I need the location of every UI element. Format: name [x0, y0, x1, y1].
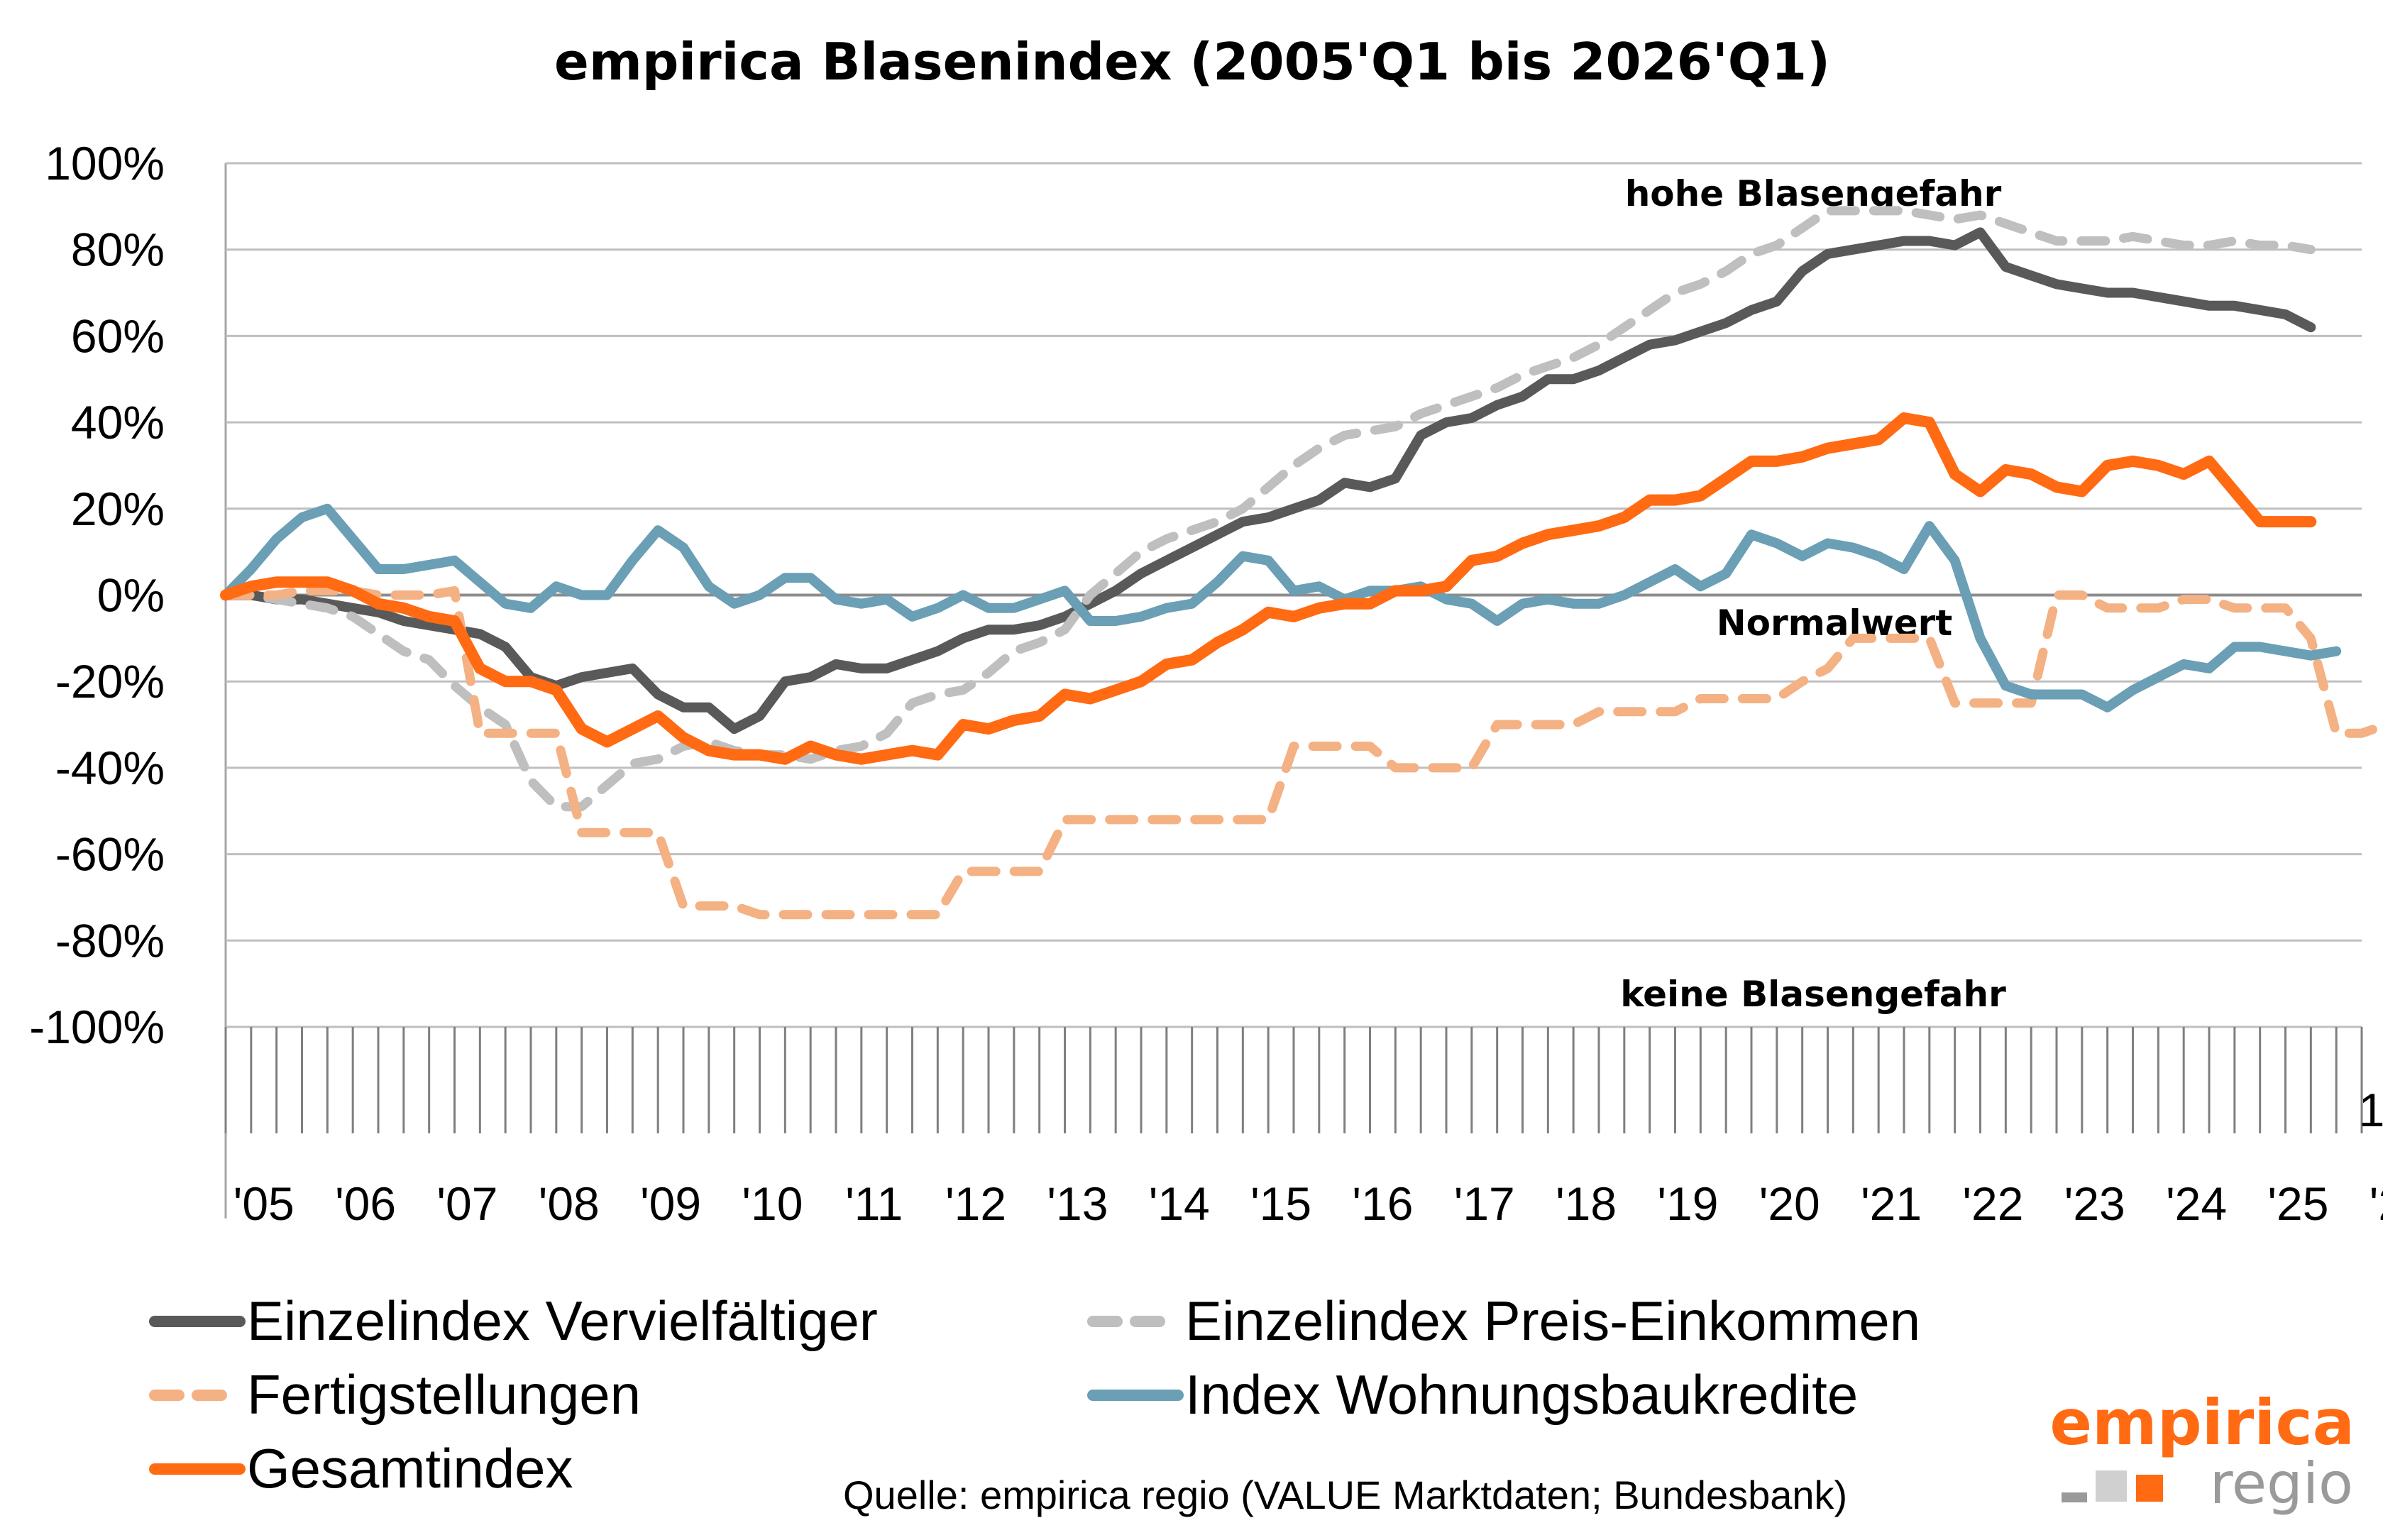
legend-label-gesamtindex: Gesamtindex	[247, 1437, 573, 1500]
x-year-label: '24	[2166, 1177, 2227, 1230]
y-tick-label: -20%	[55, 655, 165, 708]
y-tick-label: 20%	[71, 483, 165, 535]
empirica-regio-logo: empirica regio	[2049, 1386, 2355, 1517]
y-tick-label: -40%	[55, 742, 165, 794]
x-year-label: '14	[1149, 1177, 1210, 1230]
logo-mark-dash	[2062, 1492, 2087, 1502]
series-line-2	[221, 585, 2383, 920]
x-year-label: '05	[233, 1177, 295, 1230]
logo-subtitle: regio	[2210, 1451, 2353, 1517]
x-year-label: '13	[1047, 1177, 1108, 1230]
legend-label-preis-einkommen: Einzelindex Preis-Einkommen	[1185, 1289, 1920, 1352]
x-year-label: '20	[1759, 1177, 1820, 1230]
logo-mark-orange-square	[2136, 1475, 2163, 1502]
series-lines	[220, 206, 2383, 920]
legend-label-vervielfaeltiger: Einzelindex Vervielfältiger	[247, 1289, 878, 1352]
x-year-label: '19	[1657, 1177, 1718, 1230]
y-tick-label: 0%	[97, 569, 165, 622]
x-year-label: '15	[1250, 1177, 1311, 1230]
logo-mark-light-square	[2096, 1470, 2127, 1502]
x-year-label: '16	[1352, 1177, 1413, 1230]
chart-title: empirica Blasenindex (2005'Q1 bis 2026'Q…	[554, 32, 1830, 92]
x-year-label: '12	[945, 1177, 1006, 1230]
x-axis: '05 '06 '07 '08 '09 '10 '11 '12 '13 '14 '15 '16 '17 '…	[224, 1027, 2383, 1230]
y-tick-label: 40%	[71, 396, 165, 449]
series-line-3	[221, 503, 2342, 713]
y-tick-label: 60%	[71, 309, 165, 362]
legend: Einzelindex Vervielfältiger Einzelindex …	[149, 1289, 1920, 1500]
legend-label-wohnungsbaukredite: Index Wohnungsbaukredite	[1185, 1363, 1858, 1426]
annotation-no-risk: keine Blasengefahr	[1620, 974, 2006, 1015]
y-tick-label: -100%	[29, 1001, 165, 1053]
x-year-label: '11	[845, 1177, 903, 1230]
y-tick-label: -80%	[55, 914, 165, 967]
y-axis-ticks: 100% 80% 60% 40% 20% 0% -20% -40% -60% -80% -100%	[29, 137, 165, 1053]
x-year-label: '18	[1556, 1177, 1617, 1230]
x-year-label: '09	[640, 1177, 701, 1230]
x-last-quarter-label: 1	[2359, 1084, 2383, 1136]
x-year-label: '26	[2370, 1177, 2383, 1230]
x-year-label: '17	[1454, 1177, 1515, 1230]
x-year-label: '06	[335, 1177, 396, 1230]
x-year-label: '08	[539, 1177, 600, 1230]
series-line-0	[221, 227, 2316, 735]
x-year-label: '07	[436, 1177, 497, 1230]
x-year-label: '22	[1962, 1177, 2023, 1230]
x-year-label: '21	[1861, 1177, 1922, 1230]
annotation-high-risk: hohe Blasengefahr	[1625, 173, 2002, 214]
x-year-label: '25	[2267, 1177, 2328, 1230]
x-year-label: '23	[2064, 1177, 2125, 1230]
source-note: Quelle: empirica regio (VALUE Marktdaten…	[843, 1473, 1847, 1517]
y-tick-label: 100%	[45, 137, 165, 189]
y-tick-label: 80%	[71, 224, 165, 276]
logo-wordmark: empirica	[2049, 1386, 2355, 1459]
series-line-4	[220, 412, 2317, 765]
y-tick-label: -60%	[55, 828, 165, 881]
x-year-label: '10	[742, 1177, 803, 1230]
legend-label-fertigstellungen: Fertigstellungen	[247, 1363, 641, 1426]
